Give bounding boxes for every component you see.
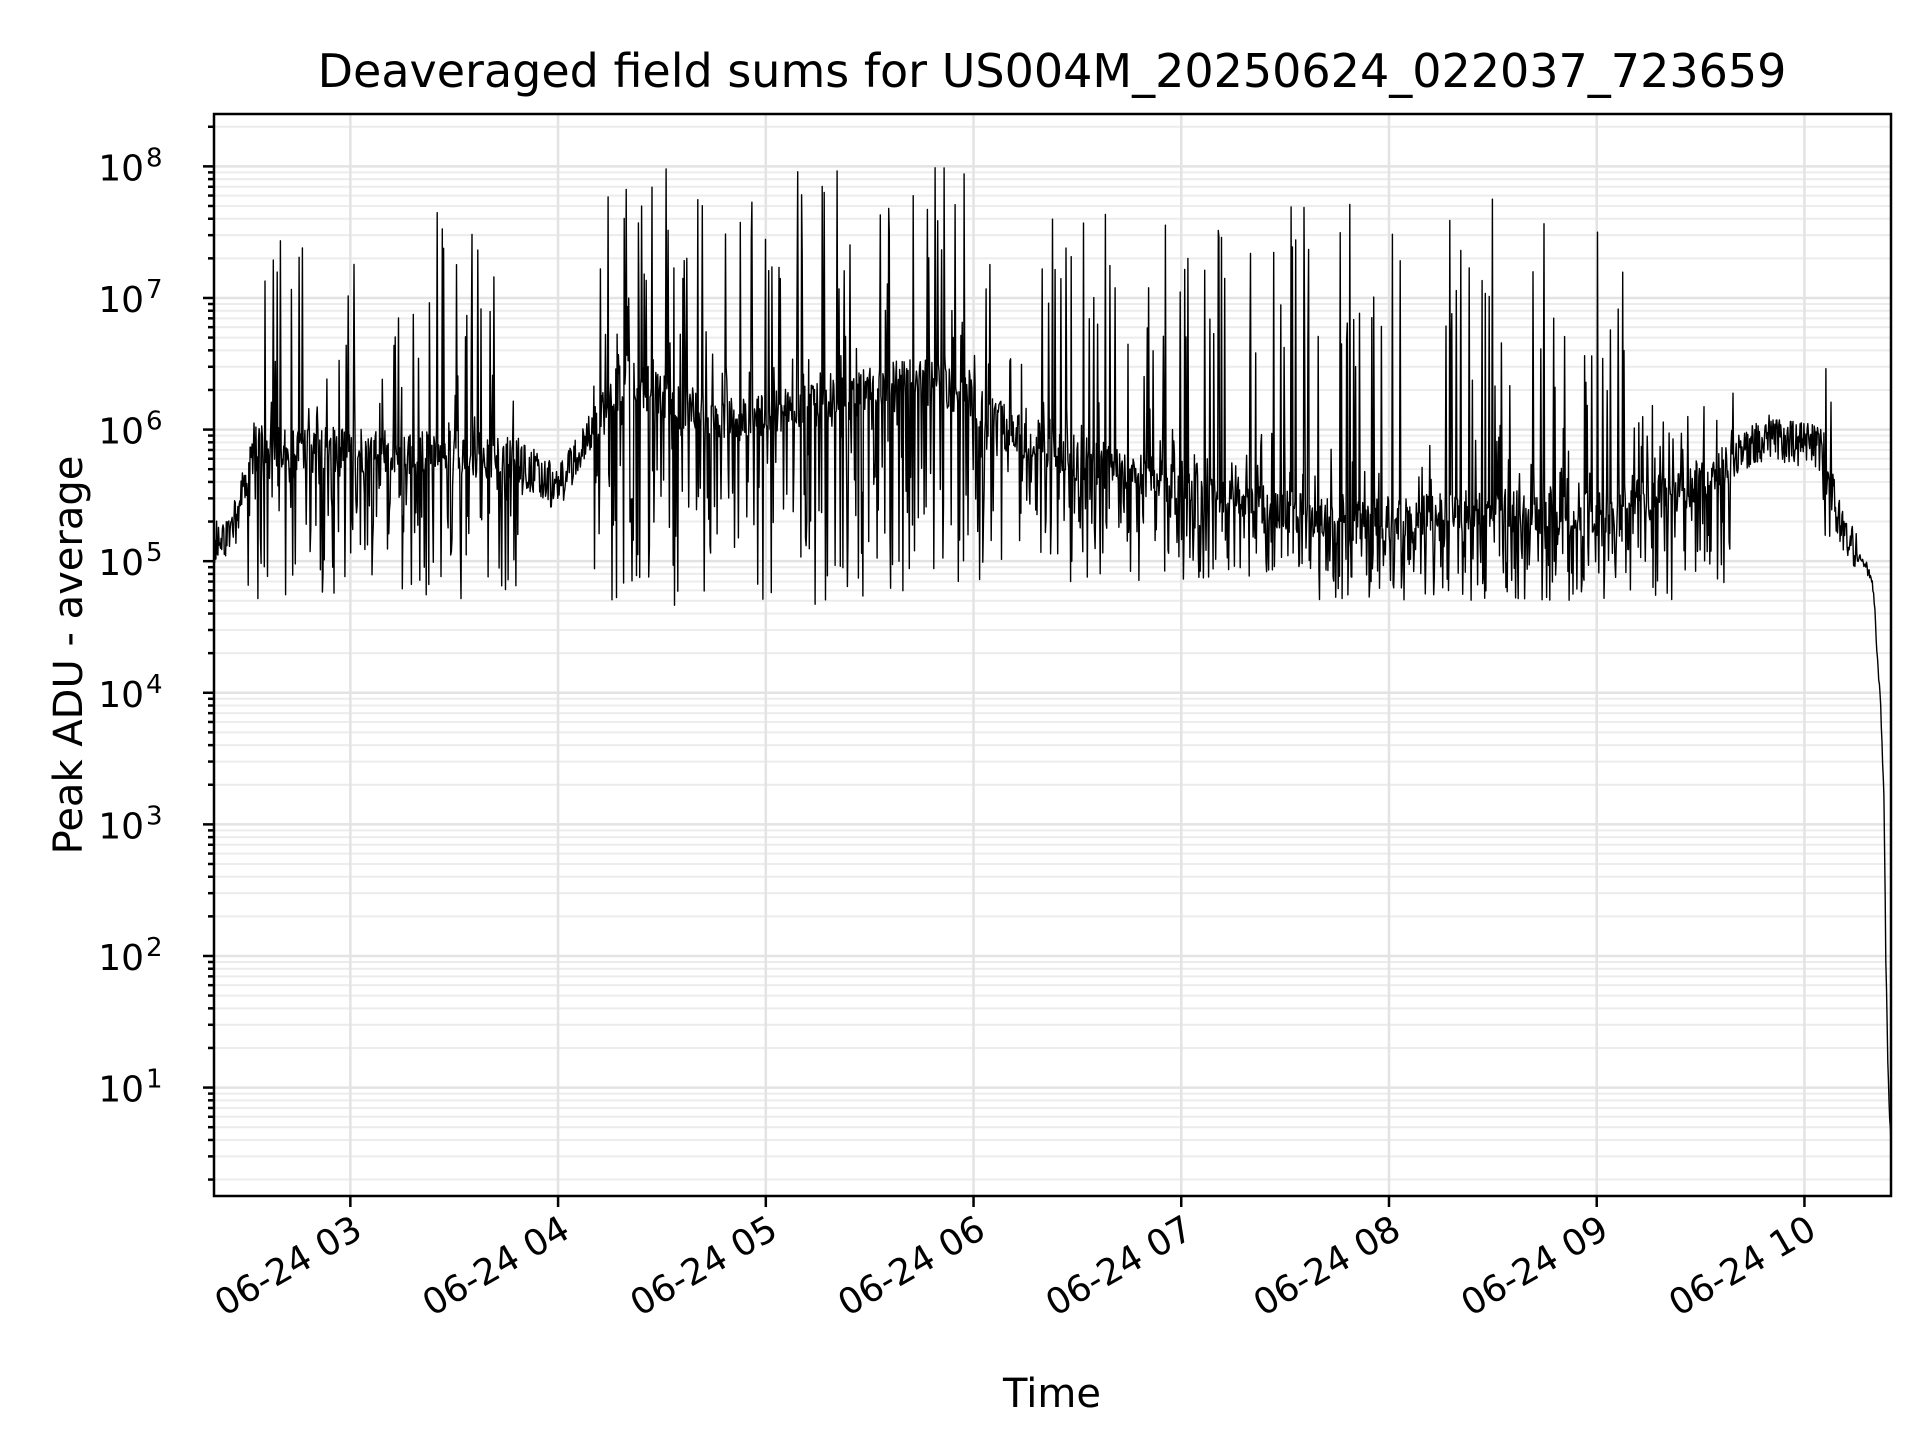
x-axis-ticks: 06-24 03 06-24 04 06-24 05 06-24 06 06-24 07… xyxy=(208,1196,1823,1325)
x-tick-label: 06-24 10 xyxy=(1662,1208,1823,1324)
y-tick-label: 107 xyxy=(98,275,162,321)
x-tick-label: 06-24 07 xyxy=(1039,1208,1200,1324)
x-tick-label: 06-24 04 xyxy=(416,1208,577,1324)
y-tick-label: 106 xyxy=(98,407,162,453)
x-tick-label: 06-24 08 xyxy=(1247,1208,1408,1324)
y-tick-label: 102 xyxy=(98,933,162,979)
x-tick-label: 06-24 05 xyxy=(624,1208,785,1324)
y-tick-label: 108 xyxy=(98,143,162,189)
y-tick-label: 101 xyxy=(98,1065,162,1111)
y-tick-label: 103 xyxy=(98,801,162,847)
y-tick-exponent: 7 xyxy=(146,275,163,305)
y-axis-label: Peak ADU - average xyxy=(46,456,92,855)
x-tick-label: 06-24 06 xyxy=(831,1208,992,1324)
series-group xyxy=(213,167,1892,1145)
y-axis-ticks: 101 102 103 104 105 106 107 108 xyxy=(98,125,214,1181)
x-tick-label: 06-24 03 xyxy=(208,1208,369,1324)
y-tick-exponent: 6 xyxy=(146,407,163,437)
y-tick-label: 104 xyxy=(98,670,162,716)
y-tick-exponent: 2 xyxy=(146,933,163,963)
x-axis-label: Time xyxy=(1002,1371,1101,1417)
plot-frame xyxy=(212,112,1893,1198)
y-tick-exponent: 5 xyxy=(146,538,163,568)
y-tick-exponent: 3 xyxy=(146,801,163,831)
y-tick-exponent: 1 xyxy=(146,1065,163,1095)
chart-title: Deaveraged field sums for US004M_2025062… xyxy=(318,44,1787,98)
y-tick-exponent: 4 xyxy=(146,670,163,700)
y-tick-label: 105 xyxy=(98,538,162,584)
x-tick-label: 06-24 09 xyxy=(1455,1208,1616,1324)
series-line xyxy=(213,167,1892,1145)
y-tick-exponent: 8 xyxy=(146,143,163,173)
